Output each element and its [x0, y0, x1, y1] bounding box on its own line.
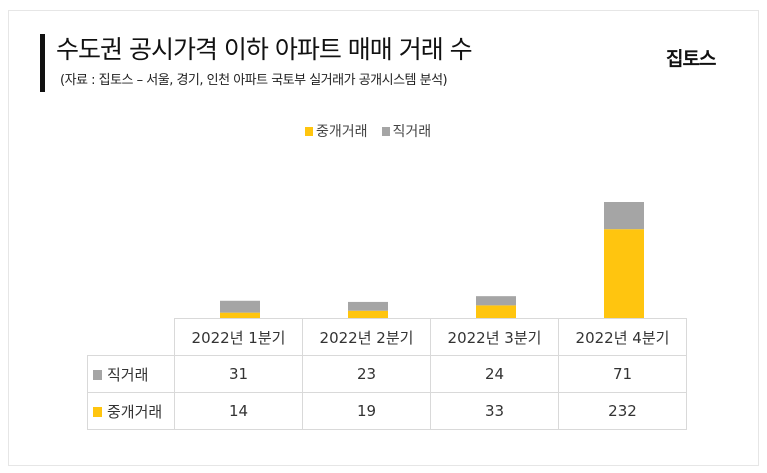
row-header: 직거래: [87, 355, 175, 393]
legend-label: 직거래: [392, 124, 432, 140]
legend: 중개거래 직거래: [305, 121, 431, 141]
series-swatch: [93, 369, 102, 380]
data-label: 71: [558, 355, 687, 393]
row-header: 중개거래: [87, 392, 175, 430]
data-label: 19: [302, 392, 431, 430]
bar-segment-brokered: [348, 310, 388, 318]
category-label: 2022년 3분기: [430, 318, 559, 356]
chart-title: 수도권 공시가격 이하 아파트 매매 거래 수: [56, 35, 473, 64]
chart-subtitle: (자료 : 집토스 – 서울, 경기, 인천 아파트 국토부 실거래가 공개시스…: [60, 73, 448, 88]
row-label: 직거래: [107, 365, 149, 384]
brand-logo: 집토스: [666, 48, 716, 70]
table-corner: [87, 318, 175, 356]
data-label: 232: [558, 392, 687, 430]
data-label: 33: [430, 392, 559, 430]
bar-segment-direct: [348, 301, 388, 311]
bar-segment-direct: [220, 300, 260, 313]
category-label: 2022년 4분기: [558, 318, 687, 356]
data-label: 14: [174, 392, 303, 430]
table-header-row: 2022년 1분기 2022년 2분기 2022년 3분기 2022년 4분기: [87, 318, 687, 356]
category-label: 2022년 1분기: [174, 318, 303, 356]
table-row-brokered: 중개거래 14 19 33 232: [87, 392, 687, 430]
bar-segment-brokered: [604, 229, 644, 318]
series-swatch: [93, 406, 102, 417]
bar-segment-brokered: [220, 312, 260, 318]
bar-segment-direct: [476, 296, 516, 306]
data-label: 23: [302, 355, 431, 393]
data-label: 24: [430, 355, 559, 393]
data-label: 31: [174, 355, 303, 393]
legend-item-direct: 직거래: [381, 121, 432, 141]
data-table: 2022년 1분기 2022년 2분기 2022년 3분기 2022년 4분기 …: [87, 318, 687, 430]
bar-segment-brokered: [476, 305, 516, 318]
table-row-direct: 직거래 31 23 24 71: [87, 355, 687, 393]
legend-label: 중개거래: [316, 124, 368, 140]
row-label: 중개거래: [107, 402, 163, 421]
title-accent-bar: [40, 34, 45, 92]
category-label: 2022년 2분기: [302, 318, 431, 356]
legend-item-brokered: 중개거래: [305, 121, 368, 141]
chart-card: [8, 10, 759, 466]
bar-segment-direct: [604, 202, 644, 230]
legend-swatch: [305, 126, 313, 136]
legend-swatch: [381, 126, 390, 136]
